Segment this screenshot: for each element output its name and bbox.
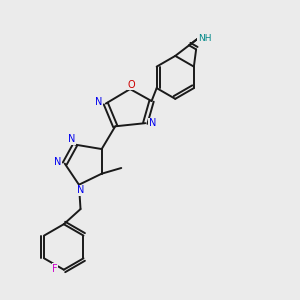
Text: N: N	[77, 185, 84, 195]
Text: N: N	[148, 118, 156, 128]
Text: N: N	[68, 134, 76, 144]
Text: NH: NH	[198, 34, 211, 43]
Text: N: N	[95, 97, 103, 107]
Text: N: N	[54, 157, 62, 167]
Text: O: O	[128, 80, 136, 90]
Text: F: F	[52, 264, 58, 274]
